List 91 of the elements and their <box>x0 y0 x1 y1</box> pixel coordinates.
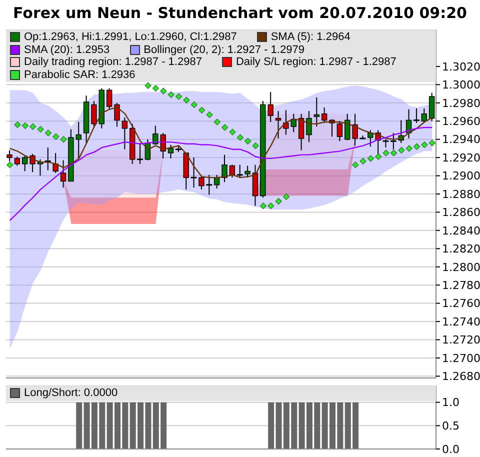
legend-label: SMA (5): 1.2964 <box>270 31 350 44</box>
y-tick-label: 1.2840 <box>442 224 480 238</box>
y-tick-label: 1.2680 <box>442 370 480 384</box>
point <box>6 162 14 168</box>
point <box>190 101 198 108</box>
candlestick <box>229 164 236 178</box>
candlestick <box>421 108 427 123</box>
y-tick-label: 1.2720 <box>442 334 480 347</box>
candlestick <box>268 91 274 123</box>
y-tick-label: 1.2960 <box>442 115 480 128</box>
point <box>160 88 167 94</box>
point <box>360 158 366 164</box>
candlestick <box>283 110 289 136</box>
point <box>229 128 236 136</box>
point <box>222 124 228 131</box>
point <box>183 96 190 104</box>
point <box>30 123 36 130</box>
point <box>375 153 382 160</box>
point <box>414 143 420 150</box>
point <box>421 141 428 148</box>
point <box>206 111 213 118</box>
y-tick-label: 1.2860 <box>442 206 480 220</box>
point <box>152 85 160 92</box>
y-tick-label: 1.2740 <box>442 315 480 328</box>
point <box>260 202 267 210</box>
candlestick <box>114 102 120 128</box>
legend-label: Daily trading region: 1.2987 - 1.2987 <box>24 56 202 68</box>
point <box>406 145 412 152</box>
legend-label: Daily S/L region: 1.2987 - 1.2987 <box>236 56 396 68</box>
candlestick <box>306 110 312 143</box>
candlestick <box>122 116 128 150</box>
point <box>428 140 436 146</box>
candlestick <box>22 155 28 172</box>
point <box>390 150 398 156</box>
y-tick-label: 1.2780 <box>442 278 480 292</box>
y-tick-label: 1.3000 <box>442 78 480 92</box>
candlestick <box>106 88 112 110</box>
point <box>252 142 259 149</box>
point <box>214 118 220 126</box>
point <box>382 150 390 156</box>
y-tick-label: 1.3020 <box>442 60 480 74</box>
point <box>22 122 28 129</box>
candlestick <box>6 150 12 162</box>
point <box>168 91 174 98</box>
point <box>52 133 60 140</box>
y-tick-label: 1.2700 <box>442 352 480 365</box>
y-tick-label: 1.0 <box>442 396 460 410</box>
legend-label: Op:1.2963, Hi:1.2991, Lo:1.2960, Cl:1.2987 <box>24 31 237 44</box>
point <box>198 106 206 114</box>
candlestick <box>222 154 228 183</box>
candlestick <box>168 144 174 159</box>
point <box>60 136 67 143</box>
y-tick-label: 0.5 <box>442 420 460 433</box>
y-tick-label: 1.2940 <box>442 133 480 146</box>
point <box>367 155 374 162</box>
point <box>352 162 359 168</box>
y-tick-label: 1.2820 <box>442 242 480 256</box>
y-tick-label: 1.2920 <box>442 151 480 164</box>
y-tick-label: 1.2880 <box>442 188 480 201</box>
legend-label: Parabolic SAR: 1.2936 <box>24 68 136 81</box>
chart-title: Forex um Neun - Stundenchart vom 20.07.2010 09:20 <box>12 4 468 22</box>
candlestick <box>14 156 20 166</box>
y-tick-label: 1.2760 <box>442 297 480 310</box>
candlestick <box>336 120 343 142</box>
y-tick-label: 1.2900 <box>442 170 480 183</box>
candlestick <box>252 164 258 206</box>
candlestick <box>52 152 58 174</box>
point <box>175 93 182 100</box>
point <box>144 82 152 89</box>
point <box>44 130 52 136</box>
point <box>282 193 290 200</box>
legend-label: Long/Short: 0.0000 <box>24 387 118 400</box>
legend-label: SMA (20): 1.2953 <box>24 44 110 56</box>
candlestick <box>60 160 66 188</box>
candlestick <box>91 100 97 128</box>
candlestick <box>314 96 320 128</box>
y-tick-label: 1.2980 <box>442 96 480 110</box>
candlestick <box>76 122 82 159</box>
point <box>275 198 282 205</box>
candlestick <box>275 110 282 139</box>
candlestick <box>298 113 304 151</box>
point <box>268 202 274 210</box>
point <box>244 138 252 144</box>
candlestick <box>321 106 328 124</box>
point <box>236 134 244 141</box>
point <box>398 146 405 154</box>
point <box>37 126 44 133</box>
y-tick-label: 1.2800 <box>442 260 480 274</box>
point <box>14 121 21 128</box>
legend-label: Bollinger (20, 2): 1.2927 - 1.2979 <box>144 44 304 56</box>
y-tick-label: 0.0 <box>442 442 460 456</box>
